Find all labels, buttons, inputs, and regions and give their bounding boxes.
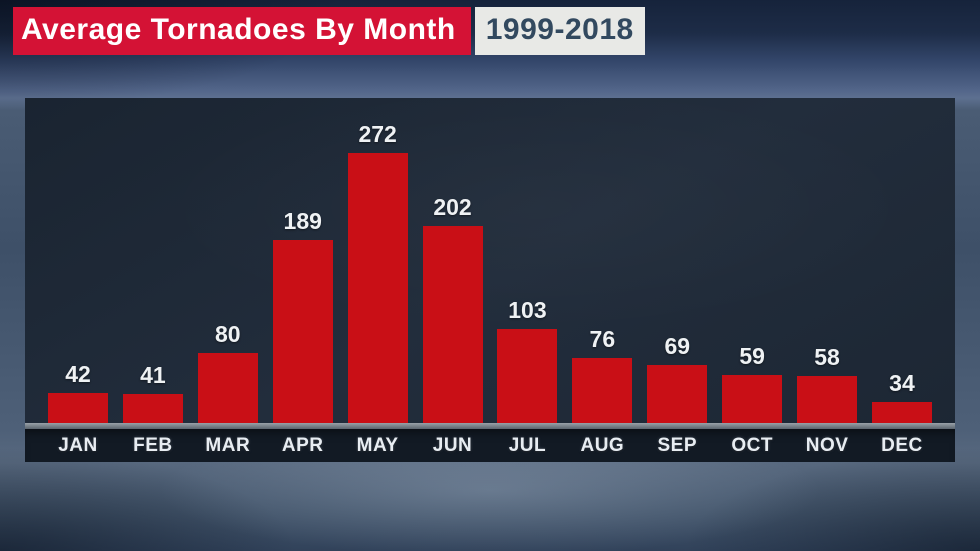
bar-column: 59 <box>722 343 783 423</box>
x-axis-label: FEB <box>133 434 173 456</box>
bar-column: 103 <box>497 297 558 423</box>
bar-column: 34 <box>871 370 932 423</box>
bar-value-label: 103 <box>508 297 547 323</box>
x-axis-label: MAY <box>356 434 399 456</box>
plot-area: 42 41 80 189 272 202 103 76 69 59 58 34 <box>25 98 955 423</box>
bar <box>647 365 708 423</box>
bar-column: 272 <box>347 121 408 423</box>
x-axis-label: JUN <box>432 434 473 456</box>
bar-column: 76 <box>572 326 633 423</box>
bar-value-label: 41 <box>140 362 166 388</box>
x-axis-line <box>25 423 955 429</box>
bar <box>48 393 108 423</box>
bar-value-label: 76 <box>589 326 616 352</box>
bar <box>797 376 858 423</box>
bar <box>272 240 333 423</box>
x-axis-label: DEC <box>881 434 923 456</box>
bar <box>122 394 183 423</box>
bar-value-label: 42 <box>65 361 91 387</box>
bar-column: 69 <box>647 333 708 423</box>
bar-value-label: 272 <box>358 121 397 147</box>
bar-value-label: 34 <box>889 370 915 396</box>
x-axis-label: MAR <box>205 434 251 456</box>
bar-value-label: 189 <box>283 208 322 234</box>
bar <box>572 358 633 423</box>
title-bar: Average Tornadoes By Month 1999-2018 <box>13 7 645 55</box>
bar-column: 41 <box>122 362 183 423</box>
x-axis-label-strip: JAN FEB MAR APR MAY JUN JUL AUG SEP OCT NOV DEC <box>25 429 955 462</box>
x-axis-label: NOV <box>805 434 849 456</box>
x-axis-label: JAN <box>58 434 98 456</box>
x-axis-label: AUG <box>580 434 625 456</box>
bar-column: 58 <box>797 344 858 423</box>
x-axis-label: OCT <box>731 434 773 456</box>
bar-value-label: 69 <box>664 333 691 359</box>
bar-value-label: 59 <box>739 343 765 369</box>
chart-date-range-badge: 1999-2018 <box>474 7 645 55</box>
bar <box>497 329 558 423</box>
bar-column: 202 <box>422 194 483 423</box>
bar-column: 42 <box>48 361 108 423</box>
bar-value-label: 202 <box>433 194 472 220</box>
bar <box>197 353 258 423</box>
bar <box>422 226 483 423</box>
bar-column: 80 <box>197 321 258 423</box>
bar <box>871 402 932 423</box>
bar-value-label: 80 <box>215 321 241 347</box>
bar <box>347 153 408 423</box>
chart-panel: 42 41 80 189 272 202 103 76 69 59 58 34 JAN FEB MAR AP… <box>25 98 955 462</box>
bar-value-label: 58 <box>814 344 840 370</box>
chart-title: Average Tornadoes By Month <box>13 7 471 55</box>
x-axis-label: APR <box>281 434 324 456</box>
x-axis-label: JUL <box>508 434 547 456</box>
bar-column: 189 <box>272 208 333 423</box>
bar <box>722 375 783 423</box>
x-axis-label: SEP <box>657 434 698 456</box>
